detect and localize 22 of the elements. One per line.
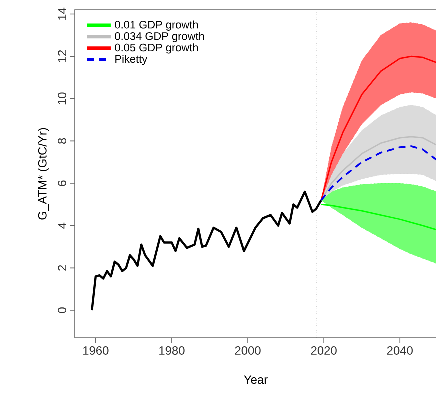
x-axis-title: Year: [244, 376, 268, 384]
y-tick-label: 4: [58, 222, 66, 229]
legend-label: Piketty: [116, 55, 148, 66]
line-series: [91, 190, 323, 312]
x-tick-label: 1960: [84, 346, 109, 355]
x-tick-label: 2040: [387, 346, 413, 355]
x-tick-label: 2020: [311, 346, 337, 355]
y-tick-label: 12: [58, 50, 66, 62]
legend-label: 0.034 GDP growth: [115, 32, 204, 42]
line-series: [320, 204, 436, 231]
y-axis-title: G_ATM* (GtC/Yr): [38, 128, 50, 220]
y-tick-label: 0: [58, 308, 66, 314]
legend-label: 0.05 GDP growth: [115, 44, 198, 54]
y-tick-label: 6: [58, 180, 66, 186]
y-tick-label: 14: [58, 8, 66, 20]
line-series: [320, 56, 436, 202]
y-tick-label: 2: [58, 265, 66, 271]
y-tick-label: 8: [58, 138, 66, 144]
x-tick-label: 1980: [160, 346, 185, 355]
x-tick-label: 2000: [235, 346, 261, 355]
legend-label: 0.01 GDP growth: [115, 20, 198, 31]
y-tick-label: 10: [58, 92, 66, 105]
